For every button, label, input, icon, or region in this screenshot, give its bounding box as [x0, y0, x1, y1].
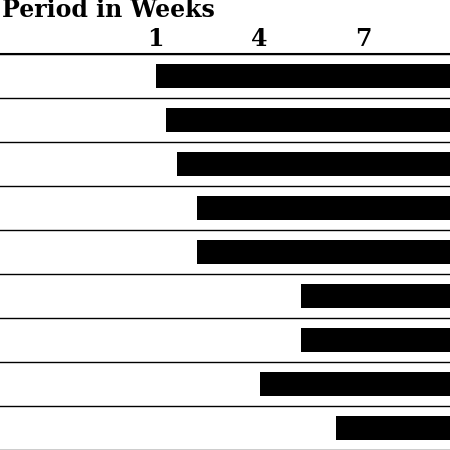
Bar	[166, 108, 450, 132]
Bar	[336, 416, 450, 440]
Bar	[197, 196, 450, 220]
Bar	[176, 152, 450, 176]
Bar	[197, 240, 450, 264]
Bar	[301, 328, 450, 352]
Bar	[260, 372, 450, 396]
Text: Period in Weeks: Period in Weeks	[2, 0, 215, 22]
Bar	[301, 284, 450, 308]
Bar	[156, 64, 450, 88]
